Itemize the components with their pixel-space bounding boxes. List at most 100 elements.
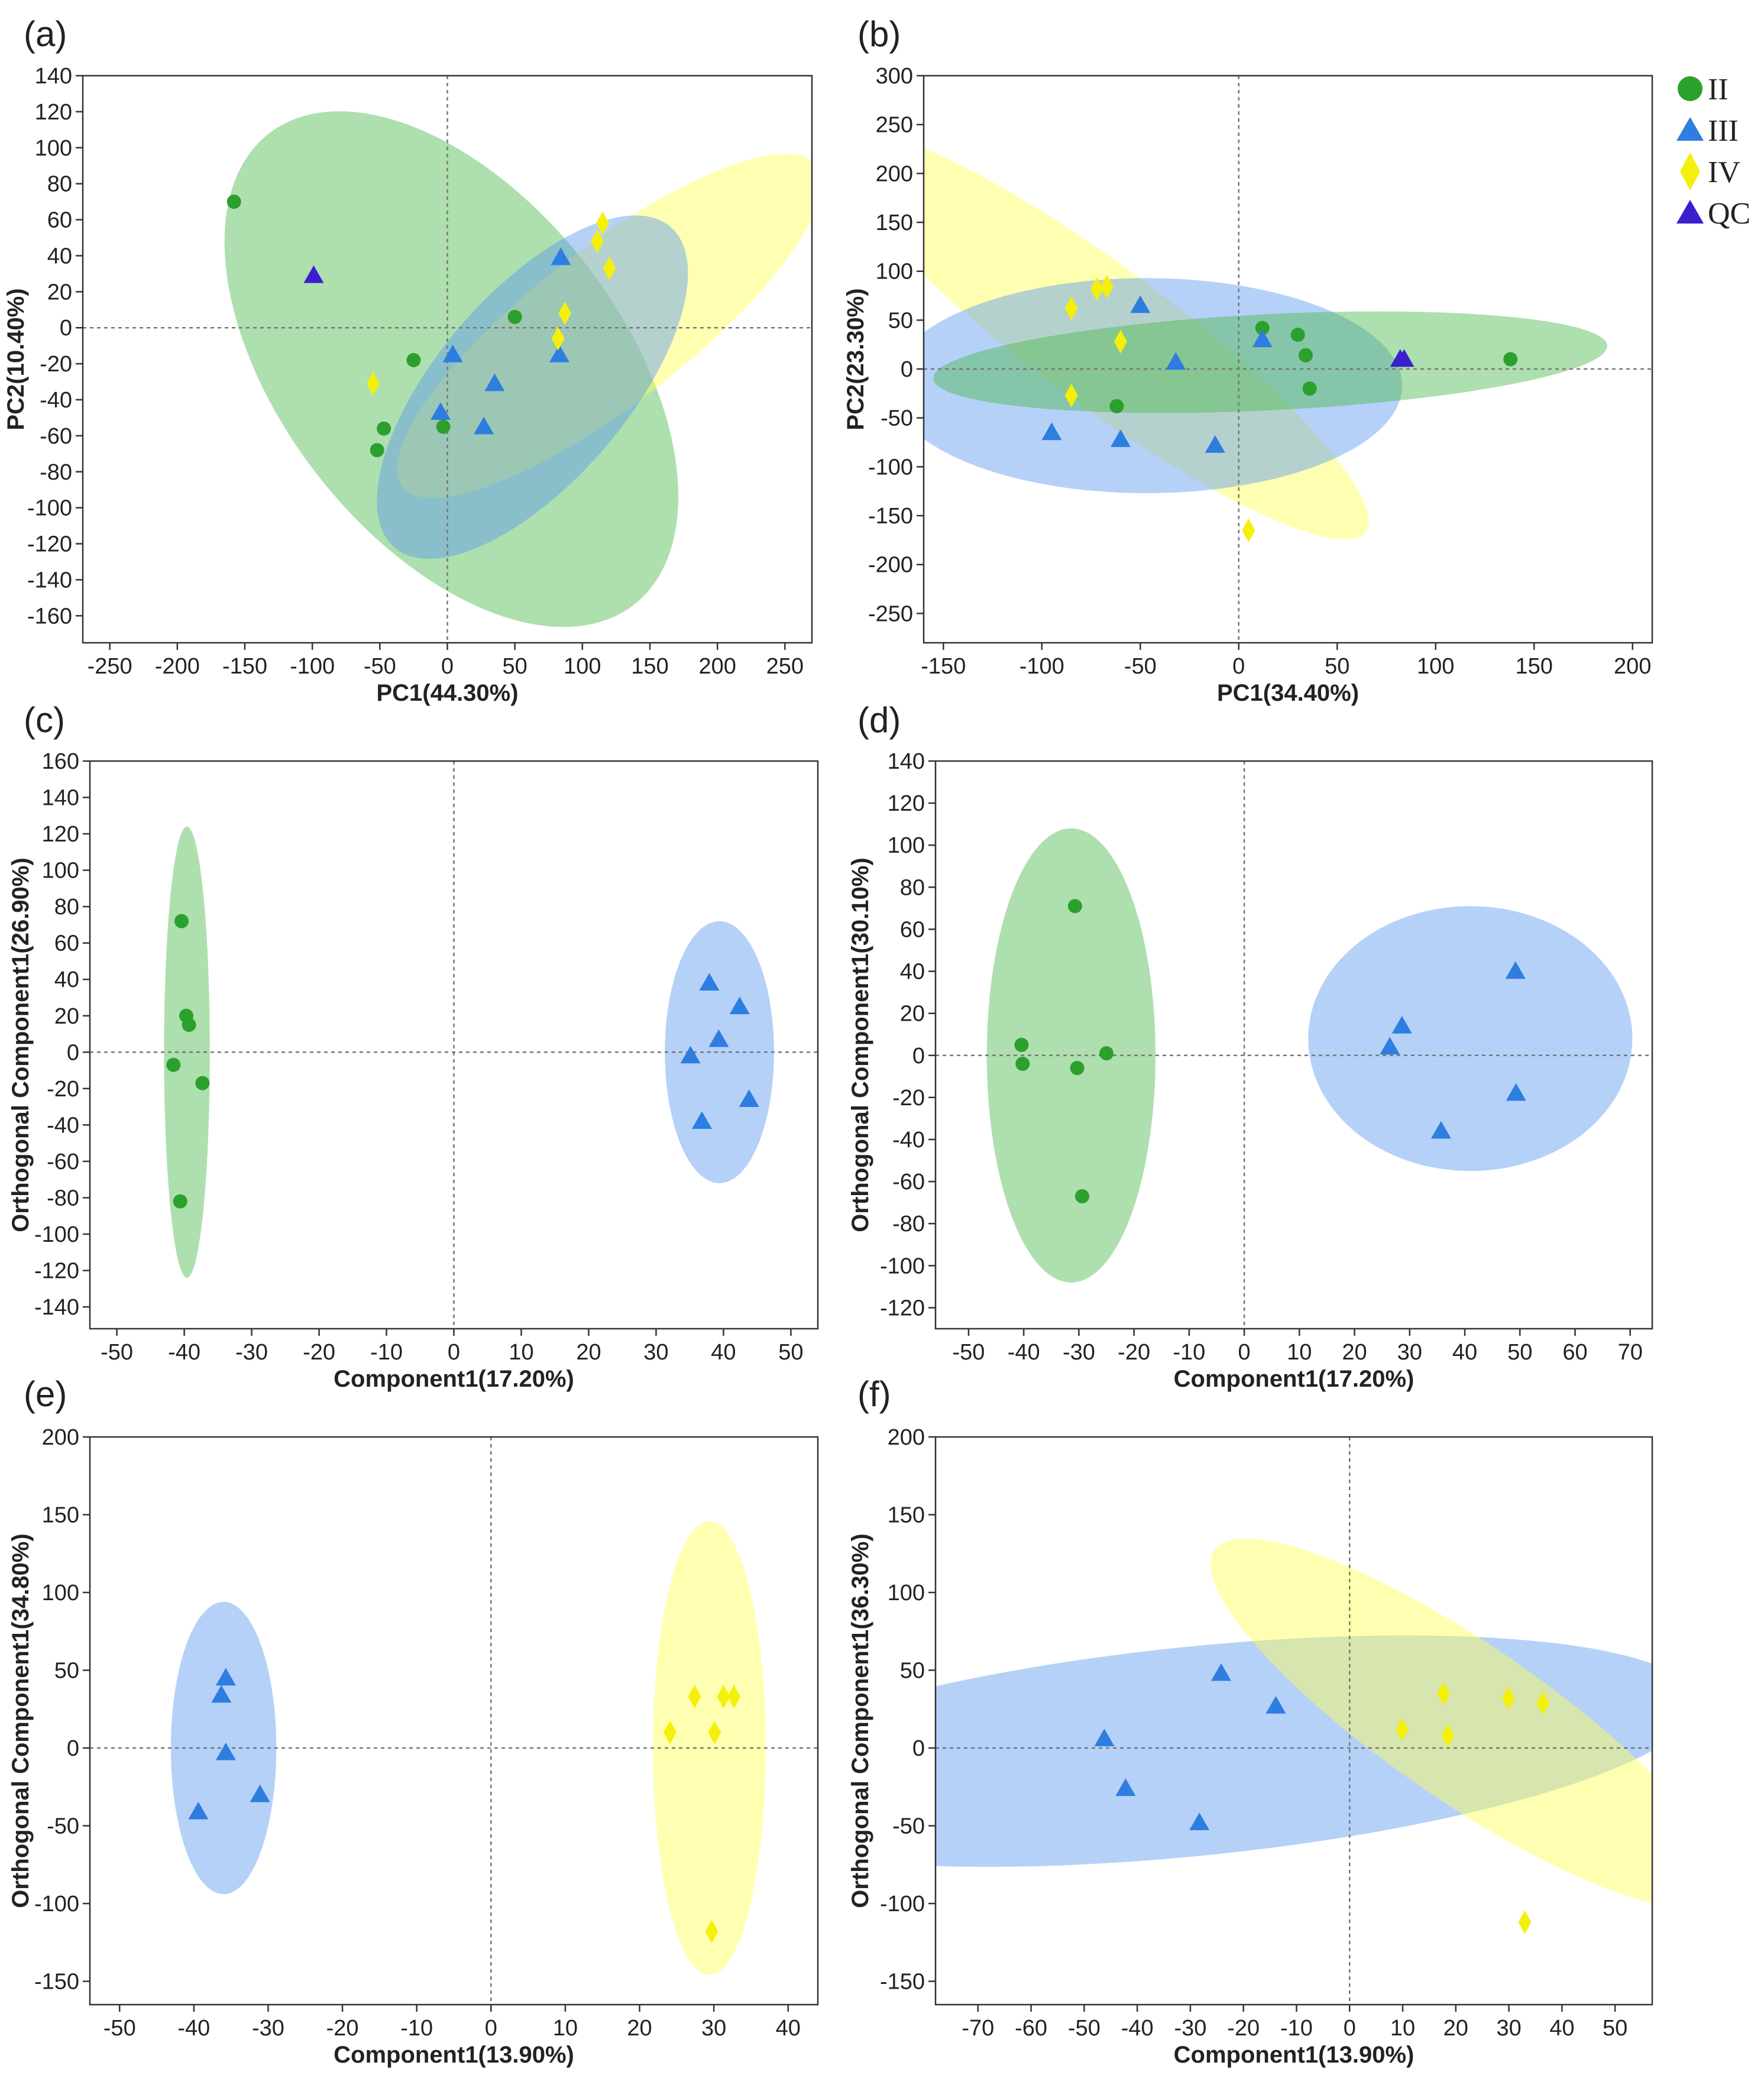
x-axis-label: PC1(44.30%) bbox=[376, 680, 518, 706]
x-tick-label: 100 bbox=[1417, 654, 1454, 679]
y-tick-label: 150 bbox=[42, 1503, 79, 1528]
x-tick-label: -30 bbox=[1063, 1340, 1095, 1365]
point-III bbox=[691, 1111, 712, 1129]
panel-a: -250 -200 -150 -100 -50 0 50 100 150 200 250140120… bbox=[3, 14, 813, 706]
point-II bbox=[1014, 1038, 1029, 1052]
point-III bbox=[215, 1742, 236, 1760]
point-IV bbox=[590, 229, 604, 254]
x-tick-label: -40 bbox=[1121, 2016, 1154, 2041]
y-tick-label: 150 bbox=[876, 211, 913, 235]
y-tick-label: -100 bbox=[34, 1892, 79, 1917]
point-IV bbox=[558, 301, 572, 325]
y-tick-label: 250 bbox=[876, 113, 913, 138]
point-III bbox=[1391, 1016, 1412, 1034]
x-tick-label: -20 bbox=[326, 2016, 359, 2041]
panel-label: (f) bbox=[857, 1374, 891, 1414]
y-tick-label: -80 bbox=[40, 460, 72, 485]
point-II bbox=[1290, 328, 1305, 342]
y-tick-label: -60 bbox=[892, 1170, 925, 1194]
x-tick-label: 200 bbox=[698, 654, 736, 679]
y-tick-label: 120 bbox=[888, 791, 925, 816]
x-tick-label: -40 bbox=[168, 1340, 200, 1365]
y-tick-label: 140 bbox=[35, 64, 72, 89]
y-tick-label: 40 bbox=[900, 960, 925, 985]
point-III bbox=[442, 344, 463, 362]
confidence-ellipses bbox=[164, 826, 774, 1278]
panel-label: (b) bbox=[857, 14, 901, 54]
triangle-icon bbox=[1676, 200, 1704, 224]
point-III bbox=[431, 402, 451, 420]
point-III bbox=[474, 416, 494, 435]
point-IV bbox=[603, 256, 616, 280]
point-III bbox=[1041, 422, 1062, 441]
y-tick-label: 80 bbox=[47, 172, 72, 197]
y-tick-label: 150 bbox=[888, 1503, 925, 1528]
y-tick-label: 100 bbox=[888, 1581, 925, 1605]
y-tick-label: 140 bbox=[42, 786, 79, 811]
y-tick-label: 100 bbox=[876, 260, 913, 284]
y-tick-label: 200 bbox=[42, 1425, 79, 1450]
point-III bbox=[1094, 1728, 1115, 1746]
y-tick-label: 20 bbox=[900, 1002, 925, 1027]
x-tick-label: 250 bbox=[766, 654, 804, 679]
x-tick-label: -10 bbox=[400, 2016, 433, 2041]
x-tick-label: 40 bbox=[1452, 1340, 1477, 1365]
x-tick-label: -200 bbox=[155, 654, 200, 679]
diamond-icon bbox=[1680, 153, 1700, 190]
panel-label: (a) bbox=[24, 14, 67, 54]
point-III bbox=[1110, 429, 1131, 447]
y-tick-label: 50 bbox=[54, 1659, 79, 1684]
y-tick-label: -100 bbox=[880, 1254, 925, 1278]
point-II bbox=[1255, 321, 1270, 335]
legend-item-II: II bbox=[1678, 73, 1729, 106]
x-tick-label: -150 bbox=[222, 654, 267, 679]
y-tick-label: -150 bbox=[34, 1970, 79, 1995]
x-tick-label: -50 bbox=[364, 654, 396, 679]
point-III bbox=[250, 1784, 270, 1802]
y-tick-label: 200 bbox=[876, 161, 913, 186]
y-tick-label: -20 bbox=[40, 352, 72, 377]
point-QC bbox=[1394, 349, 1415, 367]
y-tick-label: 0 bbox=[67, 1736, 79, 1761]
y-tick-label: 100 bbox=[888, 833, 925, 858]
ellipse-III bbox=[1308, 906, 1633, 1171]
x-tick-label: -10 bbox=[370, 1340, 403, 1365]
x-tick-label: 30 bbox=[1496, 2016, 1521, 2041]
y-tick-label: 120 bbox=[35, 100, 72, 125]
x-tick-label: 0 bbox=[1232, 654, 1245, 679]
x-tick-label: 20 bbox=[576, 1340, 601, 1365]
y-tick-label: -80 bbox=[892, 1212, 925, 1236]
plot-frame bbox=[934, 1436, 1653, 2006]
y-axis-label: Orthogonal Component1(34.80%) bbox=[8, 1533, 34, 1908]
panel-e: -50 -40 -30 -20 -10 0 10 20 30 40200150100500-50-… bbox=[8, 1374, 819, 2068]
x-tick-label: 40 bbox=[776, 2016, 801, 2041]
y-axis-label: PC2(23.30%) bbox=[843, 288, 869, 430]
x-tick-label: -30 bbox=[252, 2016, 284, 2041]
legend-item-IV: IV bbox=[1680, 153, 1740, 190]
legend-label: II bbox=[1708, 73, 1729, 106]
y-tick-label: 0 bbox=[901, 357, 913, 382]
x-tick-label: 60 bbox=[1562, 1340, 1587, 1365]
y-tick-label: 60 bbox=[900, 917, 925, 942]
plot-frame bbox=[923, 75, 1653, 644]
y-tick-label: -100 bbox=[880, 1892, 925, 1917]
y-tick-label: 20 bbox=[47, 280, 72, 305]
x-tick-label: 40 bbox=[711, 1340, 736, 1365]
legend-item-III: III bbox=[1676, 114, 1739, 148]
y-tick-label: -150 bbox=[868, 504, 913, 529]
x-tick-label: 30 bbox=[701, 2016, 726, 2041]
point-IV bbox=[1242, 518, 1255, 542]
y-tick-label: 0 bbox=[67, 1040, 79, 1065]
y-axis-label: Orthogonal Component1(26.90%) bbox=[8, 857, 34, 1232]
x-tick-label: -70 bbox=[962, 2016, 994, 2041]
x-tick-label: -10 bbox=[1280, 2016, 1313, 2041]
point-III bbox=[188, 1801, 209, 1820]
point-IV bbox=[366, 371, 380, 396]
point-II bbox=[377, 421, 391, 436]
point-II bbox=[1099, 1046, 1114, 1061]
y-tick-label: -200 bbox=[868, 553, 913, 578]
y-tick-label: 50 bbox=[888, 308, 913, 333]
point-QC bbox=[303, 265, 324, 283]
point-IV bbox=[1396, 1717, 1409, 1741]
x-tick-label: 10 bbox=[1390, 2016, 1415, 2041]
